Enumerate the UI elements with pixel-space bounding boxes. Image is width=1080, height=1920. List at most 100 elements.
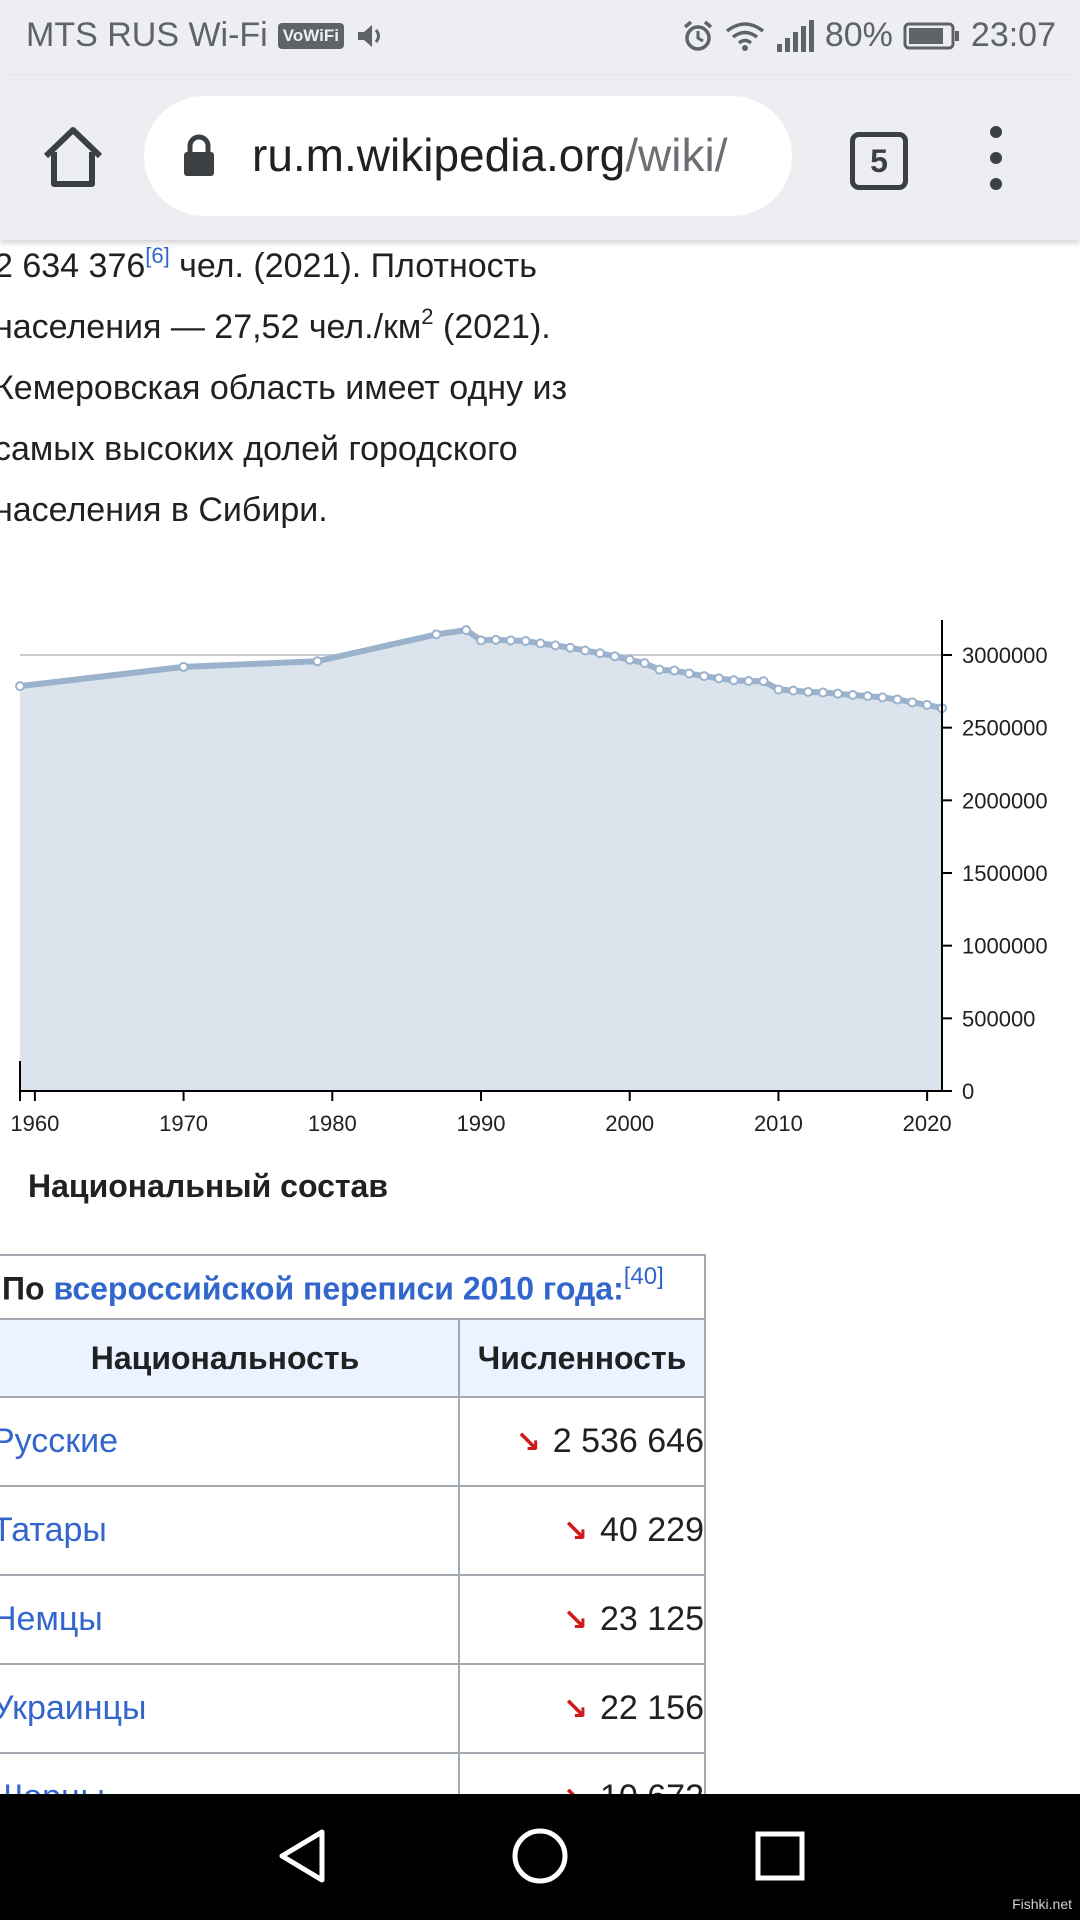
table-row: Русские ↘ 2 536 646 — [0, 1396, 706, 1487]
y-tick-label: 1500000 — [962, 861, 1048, 886]
data-point — [312, 656, 323, 667]
data-point — [609, 651, 620, 662]
y-tick-label: 2500000 — [962, 716, 1048, 741]
chart-area — [20, 630, 942, 1091]
data-point — [788, 685, 799, 696]
x-tick-label: 1970 — [159, 1111, 208, 1136]
battery-percent: 80% — [824, 16, 893, 54]
data-point — [862, 691, 873, 702]
superscript: 2 — [421, 303, 434, 329]
nationality-link[interactable]: Русские — [0, 1396, 460, 1487]
more-menu-icon[interactable] — [984, 126, 1008, 190]
table-caption: По всероссийской переписи 2010 года:[40] — [0, 1254, 706, 1320]
data-point — [565, 642, 576, 653]
count-cell: ↘ 40 229 — [458, 1485, 706, 1576]
data-point — [728, 675, 739, 686]
x-tick-label: 1960 — [10, 1111, 59, 1136]
data-point — [713, 673, 724, 684]
column-header-count[interactable]: Численность — [458, 1318, 706, 1398]
population-value: 2 634 376 — [0, 247, 146, 285]
carrier-label: MTS RUS Wi-Fi — [26, 16, 268, 54]
data-point — [847, 689, 858, 700]
article-line: Кемеровская область имеет одну из — [0, 369, 568, 407]
data-point — [684, 668, 695, 679]
address-bar[interactable]: ru.m.wikipedia.org/wiki/ — [144, 96, 792, 216]
clock: 23:07 — [970, 16, 1056, 54]
back-icon[interactable] — [274, 1826, 330, 1886]
data-point — [654, 664, 665, 675]
x-tick-label: 2000 — [605, 1111, 654, 1136]
footnote-ref[interactable]: [6] — [145, 242, 170, 268]
recents-icon[interactable] — [752, 1826, 808, 1886]
nationality-link[interactable]: Немцы — [0, 1574, 460, 1665]
data-point — [476, 635, 486, 646]
data-point — [758, 676, 769, 687]
footnote-ref[interactable]: [40] — [623, 1262, 664, 1290]
data-point — [892, 694, 903, 705]
url-path: /wiki/ — [625, 129, 728, 181]
data-point — [639, 658, 650, 669]
data-point — [505, 635, 516, 646]
nationality-link[interactable]: Татары — [0, 1485, 460, 1576]
article-line: самых высоких долей городского — [0, 430, 518, 468]
data-point — [818, 687, 829, 698]
data-point — [877, 692, 888, 703]
y-tick-label: 2000000 — [962, 788, 1048, 813]
signal-icon — [776, 19, 814, 52]
article-line: 2 634 376[6] чел. (2021). Плотность — [0, 236, 774, 297]
data-point — [580, 645, 591, 656]
y-tick-label: 3000000 — [962, 643, 1048, 668]
lock-icon — [184, 134, 214, 176]
decrease-arrow-icon: ↘ — [562, 1515, 588, 1548]
data-point — [550, 640, 561, 651]
decrease-arrow-icon: ↘ — [562, 1693, 588, 1726]
data-point — [490, 634, 501, 645]
section-heading: Национальный состав — [28, 1168, 388, 1204]
data-point — [832, 688, 843, 699]
population-chart: 0 500000 1000000 1500000 2000000 2500000 30000… — [10, 620, 1048, 1136]
table-row: Татары ↘ 40 229 — [0, 1485, 706, 1576]
decrease-arrow-icon: ↘ — [562, 1604, 588, 1637]
count-cell: ↘ 23 125 — [458, 1574, 706, 1665]
status-bar: MTS RUS Wi-Fi VoWiFi 80% — [0, 0, 1080, 76]
data-point — [535, 638, 546, 649]
data-point — [15, 681, 25, 692]
url-host: ru.m.wikipedia.org — [252, 129, 626, 181]
census-link[interactable]: всероссийской переписи 2010 года: — [53, 1270, 624, 1307]
home-circle-icon[interactable] — [510, 1826, 570, 1886]
wifi-icon — [725, 21, 764, 51]
table-row: Немцы ↘ 23 125 — [0, 1574, 706, 1665]
speaker-icon — [357, 24, 380, 47]
y-tick-label: 1000000 — [962, 934, 1048, 959]
count-cell: ↘ 2 536 646 — [458, 1396, 706, 1487]
data-point — [743, 676, 754, 687]
data-point — [922, 699, 933, 710]
x-tick-label: 1990 — [457, 1111, 506, 1136]
data-point — [178, 661, 189, 672]
tab-switcher-button[interactable]: 5 — [850, 132, 908, 190]
watermark: Fishki.net — [1012, 1896, 1072, 1912]
data-point — [773, 684, 784, 695]
data-point — [431, 629, 442, 640]
data-point — [624, 654, 635, 665]
vowifi-badge: VoWiFi — [277, 22, 344, 49]
home-icon[interactable] — [38, 122, 108, 192]
decrease-arrow-icon: ↘ — [515, 1426, 541, 1459]
x-tick-label: 2010 — [754, 1111, 803, 1136]
data-point — [461, 625, 472, 636]
data-point — [669, 665, 680, 676]
x-tick-label: 1980 — [308, 1111, 357, 1136]
data-point — [520, 636, 531, 647]
nationality-link[interactable]: Украинцы — [0, 1663, 460, 1754]
alarm-icon — [683, 20, 712, 51]
url-text[interactable]: ru.m.wikipedia.org/wiki/ — [252, 128, 772, 182]
nationality-table: По всероссийской переписи 2010 года:[40]… — [0, 1254, 706, 1843]
table-row: Украинцы ↘ 22 156 — [0, 1663, 706, 1754]
y-tick-label: 500000 — [962, 1006, 1035, 1031]
count-cell: ↘ 22 156 — [458, 1663, 706, 1754]
data-point — [907, 697, 918, 708]
y-tick-label: 0 — [962, 1079, 974, 1104]
system-nav-bar — [0, 1794, 1080, 1920]
article-line: населения в Сибири. — [0, 491, 328, 529]
column-header-nationality[interactable]: Национальность — [0, 1318, 460, 1398]
